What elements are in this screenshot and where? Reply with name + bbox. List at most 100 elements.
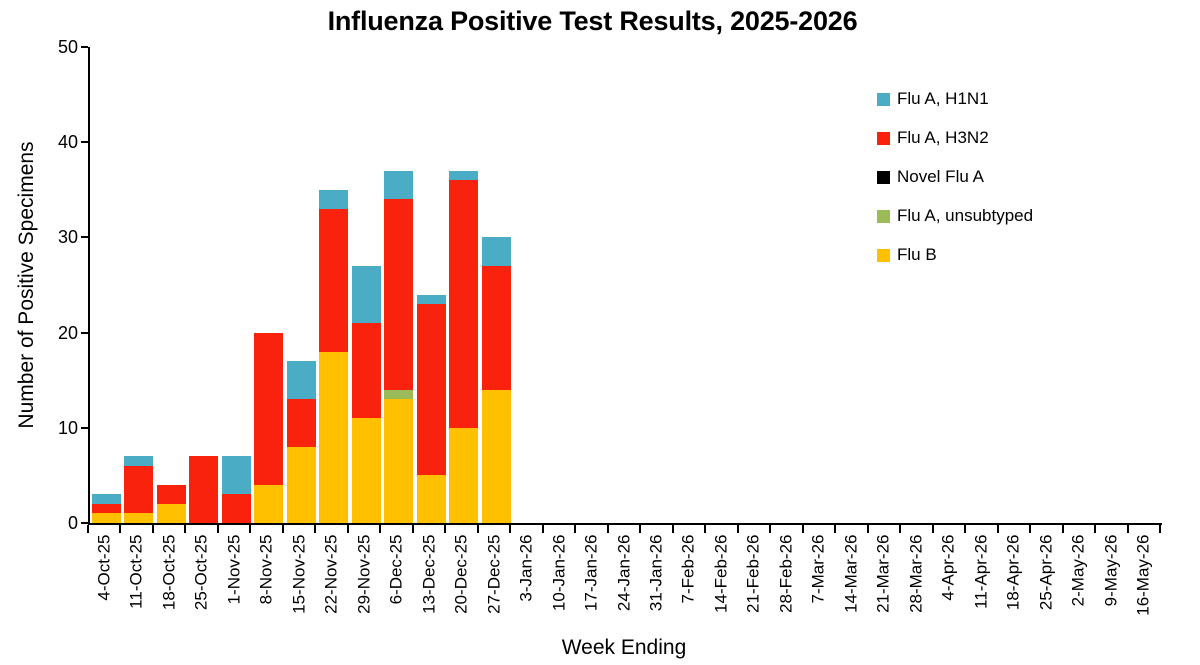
legend-swatch-icon	[877, 248, 890, 262]
x-tick-mark	[671, 525, 674, 533]
x-category-label: 11-Apr-26	[971, 534, 991, 609]
y-tick-mark	[81, 46, 88, 48]
x-tick-mark	[639, 525, 642, 533]
x-tick-mark	[379, 525, 382, 533]
x-category-label: 2-May-26	[1068, 534, 1088, 606]
x-category-label: 3-Jan-26	[516, 534, 536, 602]
x-category-label: 17-Jan-26	[581, 534, 601, 611]
x-tick-mark	[314, 525, 317, 533]
bar-segment-flu-a-h1n1	[416, 294, 446, 305]
x-category-label: 15-Nov-25	[289, 534, 309, 614]
x-tick-mark	[541, 525, 544, 533]
x-category-label: 24-Jan-26	[614, 534, 633, 611]
x-category-label: 8-Nov-25	[256, 534, 276, 604]
bar-segment-flu-a-h3n2	[481, 265, 511, 390]
x-tick-mark	[281, 525, 284, 533]
x-tick-mark	[1029, 525, 1032, 533]
x-tick-mark	[899, 525, 902, 533]
x-tick-mark	[1061, 525, 1064, 533]
legend-item: Novel Flu A	[877, 165, 1033, 189]
x-category-label: 11-Oct-25	[126, 534, 146, 609]
bar-segment-flu-a-h1n1	[91, 494, 121, 504]
legend-swatch-icon	[877, 209, 890, 223]
x-tick-mark	[216, 525, 219, 533]
x-tick-mark	[964, 525, 967, 533]
x-category-label: 18-Apr-26	[1003, 534, 1023, 610]
x-tick-mark	[1094, 525, 1097, 533]
bar-segment-flu-b	[351, 418, 381, 523]
x-category-label: 21-Mar-26	[873, 534, 893, 613]
legend-item: Flu B	[877, 243, 1033, 267]
bar-segment-flu-b	[91, 513, 121, 523]
bar-segment-flu-a-h3n2	[286, 399, 316, 447]
bar-segment-flu-a-h1n1	[286, 361, 316, 400]
x-tick-mark	[346, 525, 349, 533]
legend-item: Flu A, H1N1	[877, 87, 1033, 111]
x-tick-mark	[411, 525, 414, 533]
legend-swatch-icon	[877, 170, 890, 184]
legend-label: Novel Flu A	[897, 167, 984, 186]
bar-segment-flu-b	[416, 475, 446, 523]
x-tick-mark	[704, 525, 707, 533]
x-tick-mark	[184, 525, 187, 533]
x-tick-mark	[509, 525, 512, 533]
x-tick-mark	[1126, 525, 1129, 533]
y-tick-label: 20	[57, 322, 78, 343]
x-category-label: 6-Dec-25	[386, 534, 406, 604]
bar-segment-flu-a-h3n2	[449, 180, 479, 428]
x-tick-mark	[769, 525, 772, 533]
y-tick-mark	[81, 236, 88, 239]
x-tick-mark	[801, 525, 804, 533]
x-tick-mark	[996, 525, 999, 533]
x-tick-mark	[834, 525, 837, 533]
legend-swatch-icon	[877, 131, 890, 145]
legend-label: Flu A, H1N1	[897, 89, 989, 108]
x-category-label: 16-May-26	[1133, 534, 1153, 616]
x-axis-title: Week Ending	[561, 636, 687, 659]
legend: Flu A, H1N1 Flu A, H3N2 Novel Flu A Flu A, …	[877, 87, 1033, 282]
x-category-label: 9-May-26	[1101, 534, 1121, 606]
bar-segment-flu-a-h3n2	[124, 465, 154, 514]
chart-title: Influenza Positive Test Results, 2025-20…	[327, 6, 858, 36]
legend-label: Flu B	[897, 245, 937, 264]
x-category-label: 22-Nov-25	[321, 534, 341, 614]
x-category-label: 7-Mar-26	[808, 534, 828, 603]
bar-segment-flu-a-h3n2	[319, 208, 349, 352]
x-category-label: 14-Feb-26	[711, 534, 731, 613]
x-tick-mark	[119, 525, 122, 533]
bar-segment-flu-b	[449, 427, 479, 523]
bar-segment-flu-a-h1n1	[449, 170, 479, 181]
legend-label: Flu A, H3N2	[897, 128, 989, 147]
x-tick-mark	[574, 525, 577, 533]
x-category-label: 21-Feb-26	[743, 534, 763, 613]
x-category-label: 14-Mar-26	[841, 534, 861, 613]
bar-segment-flu-a-h3n2	[351, 323, 381, 419]
x-category-label: 18-Oct-25	[159, 534, 179, 610]
bar-segment-flu-b	[124, 513, 154, 523]
x-category-label: 25-Apr-26	[1036, 534, 1056, 610]
x-tick-mark	[866, 525, 869, 533]
x-tick-mark	[444, 525, 447, 533]
x-tick-mark	[931, 525, 934, 533]
bar-segment-flu-a-h3n2	[189, 456, 219, 523]
bar-segment-flu-a-h1n1	[221, 456, 251, 495]
x-tick-mark	[151, 525, 154, 533]
x-category-label: 29-Nov-25	[354, 534, 374, 614]
x-tick-mark	[249, 525, 252, 533]
x-category-label: 7-Feb-26	[678, 534, 698, 603]
bar-segment-flu-a-h3n2	[384, 199, 414, 390]
x-category-label: 25-Oct-25	[191, 534, 211, 610]
x-category-label: 27-Dec-25	[484, 534, 504, 614]
x-tick-mark	[476, 525, 479, 533]
bar-segment-flu-a-h3n2	[221, 494, 251, 523]
x-category-label: 20-Dec-25	[451, 534, 471, 614]
bar-segment-flu-a-h3n2	[416, 304, 446, 476]
y-tick-mark	[81, 331, 88, 334]
legend-item: Flu A, H3N2	[877, 126, 1033, 150]
y-tick-label: 30	[57, 227, 78, 248]
bar-segment-flu-a-unsubtyped	[384, 389, 414, 400]
bar-segment-flu-b	[156, 503, 186, 523]
y-tick-mark	[81, 141, 88, 144]
x-category-label: 31-Jan-26	[646, 534, 666, 611]
